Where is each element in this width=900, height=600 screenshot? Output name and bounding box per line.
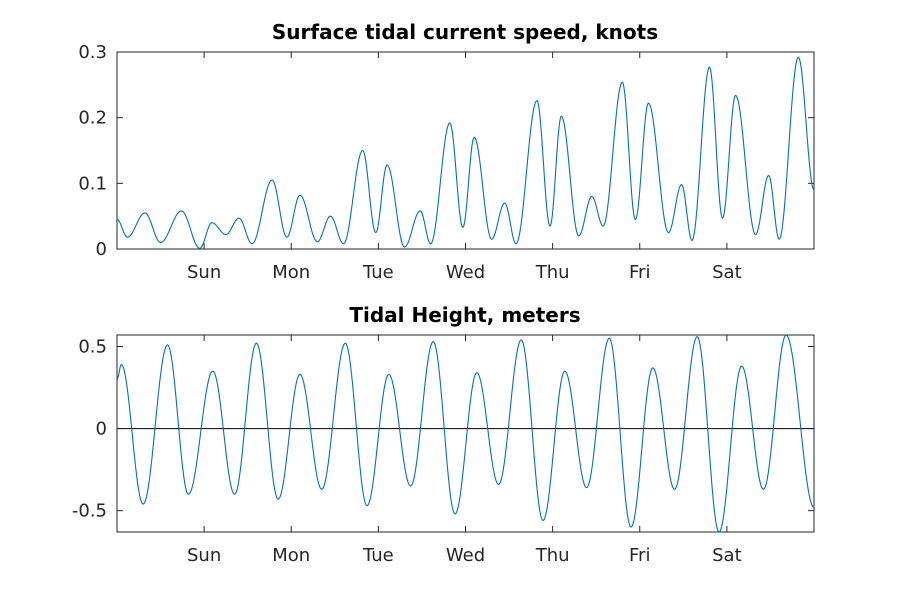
height-xtick-label: Mon (272, 545, 310, 566)
speed-y-axis: 0 0.1 0.2 0.3 (78, 42, 814, 260)
speed-xtick-label: Fri (629, 262, 650, 283)
height-xtick-label: Thu (535, 545, 570, 566)
height-y-axis: -0.5 0 0.5 (72, 336, 814, 522)
height-chart-title: Tidal Height, meters (349, 303, 580, 327)
speed-ytick-label: 0.1 (78, 173, 107, 194)
speed-xtick-label: Sun (187, 262, 221, 283)
speed-xtick-label: Wed (446, 262, 485, 283)
speed-xtick-label: Mon (272, 262, 310, 283)
speed-xtick-label: Tue (362, 262, 394, 283)
speed-xtick-label: Sat (712, 262, 742, 283)
speed-panel: Surface tidal current speed, knots 00.10… (78, 20, 815, 283)
speed-ytick-label: 0 (96, 239, 107, 260)
speed-ytick-label: 0.3 (78, 42, 107, 63)
speed-series-line (116, 56, 815, 249)
height-panel: Tidal Height, meters -0.5 0 0.5 Sun Mon Tue W… (72, 303, 815, 566)
height-x-axis: Sun Mon Tue Wed Thu Fri Sat (187, 335, 742, 566)
height-xtick-label: Tue (362, 545, 394, 566)
speed-chart-title: Surface tidal current speed, knots (272, 20, 658, 44)
height-ytick-label: 0 (96, 419, 107, 440)
speed-ytick-label: 0.2 (78, 108, 107, 129)
height-xtick-label: Wed (446, 545, 485, 566)
height-axes-box (116, 334, 815, 533)
height-xtick-label: Sat (712, 545, 742, 566)
height-ytick-label: 0.5 (78, 336, 107, 357)
height-xtick-label: Sun (187, 545, 221, 566)
speed-xtick-label: Thu (535, 262, 570, 283)
height-series-line (116, 334, 815, 533)
height-ytick-label: -0.5 (72, 501, 107, 522)
speed-x-axis: Sun Mon Tue Wed Thu Fri Sat (187, 52, 742, 283)
height-xtick-label: Fri (629, 545, 650, 566)
